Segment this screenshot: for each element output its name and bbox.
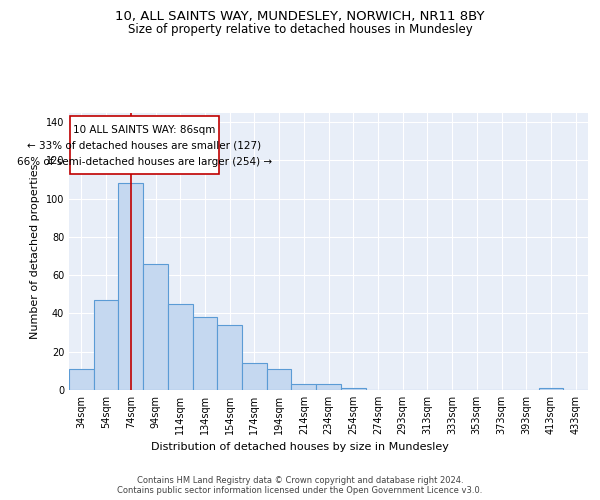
Text: 10, ALL SAINTS WAY, MUNDESLEY, NORWICH, NR11 8BY: 10, ALL SAINTS WAY, MUNDESLEY, NORWICH, … — [115, 10, 485, 23]
Text: Contains HM Land Registry data © Crown copyright and database right 2024.
Contai: Contains HM Land Registry data © Crown c… — [118, 476, 482, 496]
Text: Distribution of detached houses by size in Mundesley: Distribution of detached houses by size … — [151, 442, 449, 452]
Text: ← 33% of detached houses are smaller (127): ← 33% of detached houses are smaller (12… — [28, 140, 262, 150]
Bar — [267, 369, 292, 390]
Bar — [69, 369, 94, 390]
FancyBboxPatch shape — [70, 116, 218, 173]
Bar — [292, 384, 316, 390]
Bar — [118, 184, 143, 390]
Bar — [94, 300, 118, 390]
Bar — [539, 388, 563, 390]
Text: Size of property relative to detached houses in Mundesley: Size of property relative to detached ho… — [128, 22, 472, 36]
Y-axis label: Number of detached properties: Number of detached properties — [30, 164, 40, 339]
Text: 10 ALL SAINTS WAY: 86sqm: 10 ALL SAINTS WAY: 86sqm — [73, 124, 215, 134]
Bar — [143, 264, 168, 390]
Bar — [168, 304, 193, 390]
Bar — [341, 388, 365, 390]
Text: 66% of semi-detached houses are larger (254) →: 66% of semi-detached houses are larger (… — [17, 158, 272, 168]
Bar — [316, 384, 341, 390]
Bar — [242, 363, 267, 390]
Bar — [217, 325, 242, 390]
Bar — [193, 318, 217, 390]
